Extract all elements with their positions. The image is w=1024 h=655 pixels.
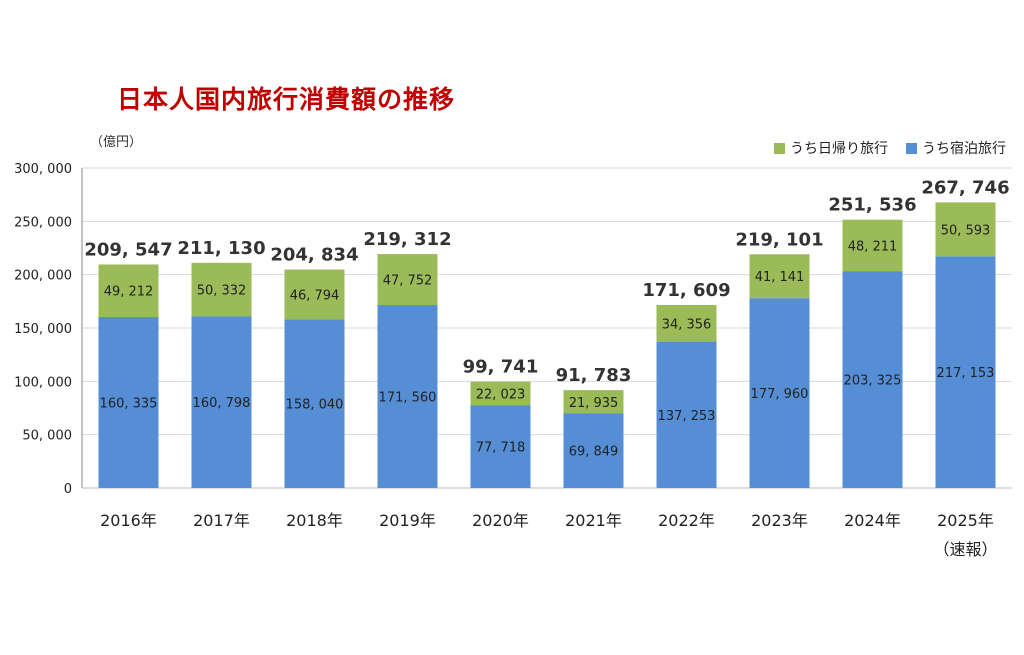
bar-daytrip: [470, 381, 531, 406]
data-label-overnight: 69, 849: [569, 445, 619, 460]
data-label-overnight: 160, 798: [193, 396, 251, 411]
y-tick-label: 250, 000: [14, 215, 72, 230]
total-label: 267, 746: [921, 177, 1009, 198]
bar-daytrip: [656, 304, 717, 342]
x-tick-label: 2020年: [472, 511, 529, 530]
data-label-daytrip: 48, 211: [848, 239, 898, 254]
data-label-daytrip: 50, 332: [197, 284, 247, 299]
x-tick-label: 2019年: [379, 511, 436, 530]
x-tick-label: 2021年: [565, 511, 622, 530]
bar-daytrip: [191, 262, 252, 317]
y-tick-label: 50, 000: [22, 429, 72, 444]
bar-overnight: [749, 298, 810, 488]
x-tick-label: 2018年: [286, 511, 343, 530]
data-label-overnight: 160, 335: [100, 396, 158, 411]
bar-daytrip: [935, 202, 996, 257]
data-label-overnight: 158, 040: [286, 398, 344, 413]
data-label-daytrip: 34, 356: [662, 317, 712, 332]
total-label: 219, 312: [363, 229, 451, 250]
x-tick-label: 2023年: [751, 511, 808, 530]
bar-daytrip: [749, 254, 810, 299]
bar-daytrip: [284, 269, 345, 320]
total-label: 251, 536: [828, 195, 916, 216]
x-tick-label: 2016年: [100, 511, 157, 530]
bar-overnight: [98, 316, 159, 488]
y-tick-label: 150, 000: [14, 322, 72, 337]
y-tick-label: 0: [64, 482, 72, 497]
bar-overnight: [470, 405, 531, 488]
bar-overnight: [563, 413, 624, 488]
y-axis-unit-label: （億円）: [90, 135, 143, 150]
legend-swatch-overnight: [906, 142, 917, 154]
y-tick-label: 200, 000: [14, 269, 72, 284]
x-tick-label: 2017年: [193, 511, 250, 530]
total-label: 209, 547: [84, 239, 172, 260]
chart-title: 日本人国内旅行消費額の推移: [117, 85, 456, 114]
data-label-daytrip: 50, 593: [941, 223, 991, 238]
total-label: 99, 741: [463, 357, 539, 378]
total-label: 171, 609: [642, 280, 730, 301]
data-label-overnight: 137, 253: [658, 409, 716, 424]
data-label-overnight: 217, 153: [937, 366, 995, 381]
legend-item-daytrip: うち日帰り旅行: [774, 138, 888, 158]
data-label-daytrip: 41, 141: [755, 270, 805, 285]
bar-overnight: [191, 316, 252, 488]
bar-overnight: [377, 305, 438, 488]
legend-item-overnight: うち宿泊旅行: [906, 138, 1006, 158]
bar-daytrip: [563, 390, 624, 414]
bar-overnight: [656, 341, 717, 488]
total-label: 219, 101: [735, 229, 823, 250]
total-label: 211, 130: [177, 238, 265, 259]
total-label: 204, 834: [270, 245, 358, 266]
legend-label-overnight: うち宿泊旅行: [922, 141, 1006, 157]
data-label-overnight: 171, 560: [379, 391, 437, 406]
legend-label-daytrip: うち日帰り旅行: [790, 141, 888, 157]
data-label-overnight: 177, 960: [751, 387, 809, 402]
bar-daytrip: [98, 264, 159, 317]
x-tick-label: 2022年: [658, 511, 715, 530]
data-label-daytrip: 22, 023: [476, 387, 526, 402]
data-label-daytrip: 21, 935: [569, 396, 619, 411]
data-label-overnight: 77, 718: [476, 441, 526, 456]
bar-overnight: [935, 256, 996, 488]
y-tick-label: 100, 000: [14, 375, 72, 390]
legend: うち日帰り旅行 うち宿泊旅行: [774, 138, 1006, 158]
bar-overnight: [842, 271, 903, 488]
bar-overnight: [284, 319, 345, 488]
x-tick-label: 2024年: [844, 511, 901, 530]
total-label: 91, 783: [556, 365, 632, 386]
x-tick-note: （速報）: [933, 540, 997, 559]
data-label-daytrip: 47, 752: [383, 274, 433, 289]
legend-swatch-daytrip: [774, 142, 785, 154]
y-tick-label: 300, 000: [14, 162, 72, 177]
bar-daytrip: [842, 219, 903, 272]
data-label-daytrip: 49, 212: [104, 285, 154, 300]
x-tick-label: 2025年: [937, 511, 994, 530]
data-label-overnight: 203, 325: [844, 374, 902, 389]
bar-daytrip: [377, 254, 438, 306]
data-label-daytrip: 46, 794: [290, 288, 340, 303]
